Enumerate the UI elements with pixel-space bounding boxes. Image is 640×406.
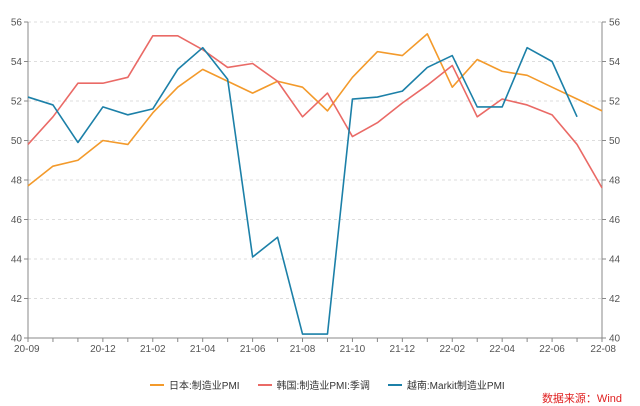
x-tick-label: 21-02: [140, 344, 166, 355]
y-tick-label-right: 44: [609, 255, 621, 266]
series-line-1: [27, 35, 603, 189]
y-tick-label-left: 42: [11, 294, 23, 305]
x-tick-label: 20-09: [14, 344, 40, 355]
y-tick-label-right: 46: [609, 215, 621, 226]
legend-swatch-vietnam: [387, 383, 402, 386]
series-lines: [27, 33, 603, 335]
x-tick-label: 22-06: [539, 344, 565, 355]
source-note: 数据来源：Wind: [541, 393, 622, 405]
legend-item-korea: 韩国:制造业PMI:季调: [257, 377, 370, 392]
legend-label-vietnam: 越南:Markit制造业PMI: [406, 381, 505, 392]
series-line-2: [27, 46, 578, 335]
legend: 日本:制造业PMI 韩国:制造业PMI:季调 越南:Markit制造业PMI: [150, 377, 505, 392]
y-tick-label-left: 44: [11, 255, 23, 266]
legend-swatch-japan: [150, 383, 164, 386]
x-tick-label: 22-04: [489, 344, 515, 355]
axes: [24, 21, 606, 342]
y-tick-label-right: 42: [609, 294, 621, 305]
series-line-0: [27, 33, 603, 187]
legend-swatch-korea: [257, 383, 272, 386]
y-tick-label-left: 56: [11, 18, 23, 29]
y-tick-label-left: 54: [11, 57, 23, 68]
x-tick-label: 20-12: [90, 344, 116, 355]
y-tick-label-right: 56: [609, 18, 621, 29]
x-tick-label: 22-02: [439, 344, 465, 355]
y-tick-label-right: 48: [609, 176, 621, 187]
x-tick-label: 21-10: [340, 344, 366, 355]
legend-label-japan: 日本:制造业PMI: [169, 381, 240, 392]
legend-label-korea: 韩国:制造业PMI:季调: [276, 381, 370, 392]
legend-item-vietnam: 越南:Markit制造业PMI: [387, 377, 505, 392]
y-tick-label-left: 52: [11, 97, 23, 108]
y-tick-label-right: 52: [609, 97, 621, 108]
y-tick-label-left: 40: [11, 334, 23, 345]
y-tick-label-left: 46: [11, 215, 23, 226]
y-tick-label-right: 54: [609, 57, 621, 68]
x-tick-label: 21-12: [390, 344, 416, 355]
x-tick-label: 21-06: [240, 344, 266, 355]
x-tick-label: 22-08: [590, 344, 616, 355]
grid: [28, 21, 602, 299]
legend-item-japan: 日本:制造业PMI: [150, 377, 240, 392]
y-tick-label-right: 50: [609, 136, 621, 147]
x-tick-label: 21-04: [190, 344, 216, 355]
y-tick-label-left: 50: [11, 136, 23, 147]
y-tick-label-right: 40: [609, 334, 621, 345]
x-tick-label: 21-08: [290, 344, 316, 355]
y-tick-label-left: 48: [11, 176, 23, 187]
tick-labels: 40 40 42 42 44 44 46 46 48 48 50 50 52 52 54 54 56 56 20-0…: [11, 18, 621, 356]
